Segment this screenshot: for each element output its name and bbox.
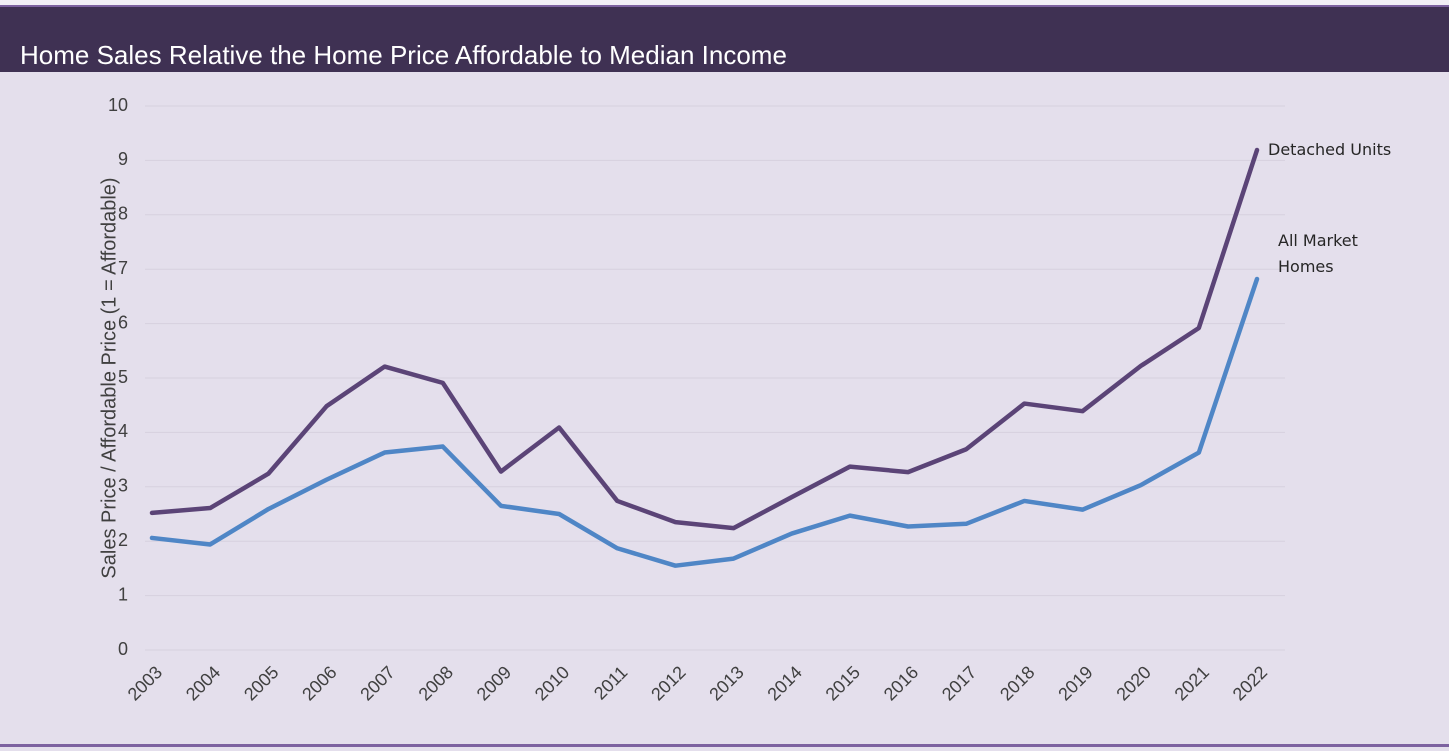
x-tick-label: 2005: [240, 662, 282, 704]
x-tick-label: 2006: [298, 662, 340, 704]
x-tick-label: 2013: [705, 662, 747, 704]
header-band: [0, 5, 1449, 72]
x-tick-label: 2009: [473, 662, 515, 704]
x-tick-label: 2017: [938, 662, 980, 704]
x-tick-label: 2016: [880, 662, 922, 704]
x-tick-label: 2020: [1112, 662, 1154, 704]
line-series: [149, 276, 1260, 568]
bottom-line: [0, 744, 1449, 747]
y-tick-label: 10: [108, 95, 128, 115]
y-tick-label: 5: [118, 367, 128, 387]
y-tick-label: 0: [118, 639, 128, 659]
y-tick-label: 6: [118, 312, 128, 332]
y-tick-label: 7: [118, 258, 128, 278]
y-tick-label: 1: [118, 584, 128, 604]
x-tick-label: 2019: [1054, 662, 1096, 704]
series-label: All Market Homes: [1278, 230, 1358, 276]
x-tick-label: 2021: [1171, 662, 1213, 704]
chart-title: Home Sales Relative the Home Price Affor…: [20, 40, 787, 70]
x-tick-label: 2004: [182, 662, 224, 704]
line-series: [149, 147, 1260, 531]
x-tick-label: 2018: [996, 662, 1038, 704]
x-tick-label: 2011: [590, 662, 632, 704]
x-tick-label: 2012: [647, 662, 689, 704]
x-tick-label: 2015: [822, 662, 864, 704]
header-line: [0, 5, 1449, 7]
x-tick-label: 2007: [356, 662, 398, 704]
x-tick-label: 2003: [124, 662, 166, 704]
top-strip: [0, 0, 1449, 5]
series-label: Detached Units: [1268, 140, 1392, 160]
x-tick-label: 2014: [763, 662, 805, 704]
y-tick-label: 2: [118, 530, 128, 550]
y-tick-label: 8: [118, 204, 128, 224]
x-tick-label: 2008: [415, 662, 457, 704]
x-tick-label: 2022: [1229, 662, 1271, 704]
y-tick-label: 3: [118, 476, 128, 496]
y-tick-label: 9: [118, 149, 128, 169]
y-axis-label: Sales Price / Affordable Price (1 = Affo…: [98, 177, 120, 578]
y-tick-label: 4: [118, 421, 128, 441]
x-tick-label: 2010: [531, 662, 573, 704]
